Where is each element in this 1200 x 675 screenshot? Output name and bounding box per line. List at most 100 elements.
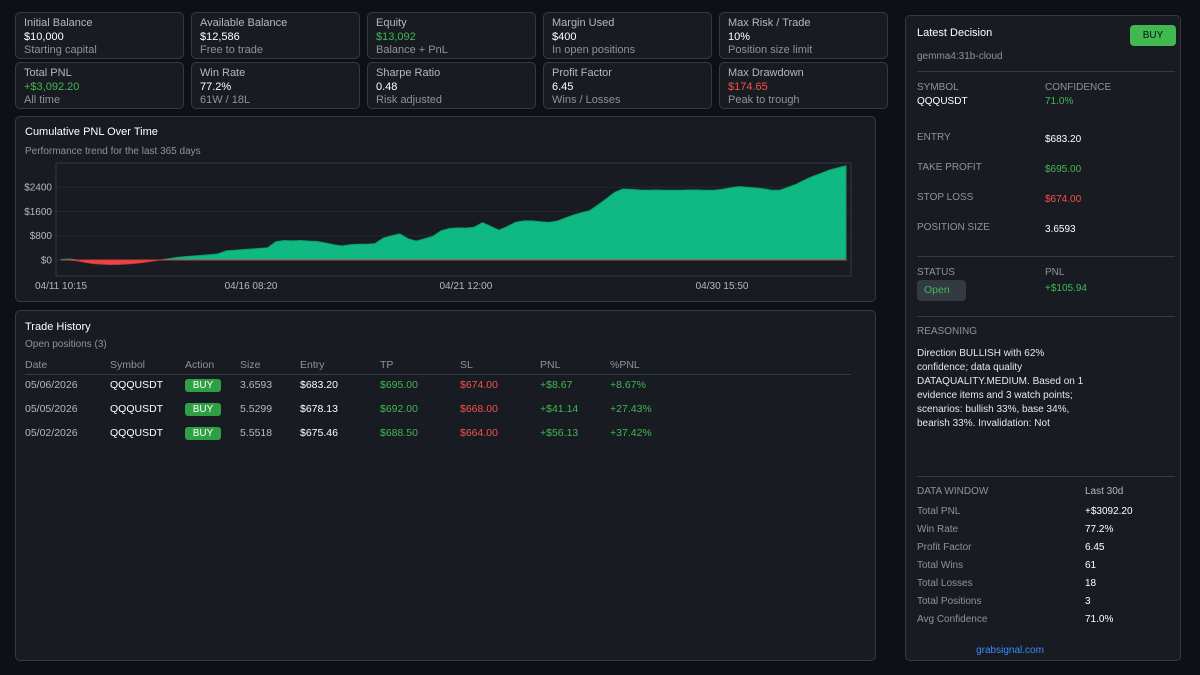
trade-symbol: QQQUSDT bbox=[110, 427, 164, 439]
y-tick-label: $0 bbox=[41, 255, 53, 266]
stat-card-available-balance: Available Balance $12,586 Free to trade bbox=[191, 12, 360, 59]
stop-loss-label: STOP LOSS bbox=[917, 192, 974, 203]
table-header: Date Symbol Action Size Entry TP SL PNL … bbox=[25, 357, 851, 375]
stat-value: $13,092 bbox=[376, 30, 416, 43]
entry-label: ENTRY bbox=[917, 132, 951, 143]
site-link[interactable]: grabsignal.com bbox=[976, 645, 1044, 656]
stat-value: 77.2% bbox=[200, 80, 232, 93]
window-stat-label: Total Wins bbox=[917, 560, 964, 571]
trade-pnl-pct: +37.42% bbox=[610, 427, 652, 439]
symbol-label: SYMBOL bbox=[917, 82, 959, 93]
trade-history-card: Trade History Open positions (3) Date Sy… bbox=[15, 310, 876, 661]
col-header[interactable]: SL bbox=[460, 359, 473, 371]
stat-card-total-pnl: Total PNL +$3,092.20 All time bbox=[15, 62, 184, 109]
trade-tp: $695.00 bbox=[380, 379, 418, 391]
stat-sub: Wins / Losses bbox=[552, 94, 621, 106]
plot-frame bbox=[55, 162, 852, 277]
stat-label: Equity bbox=[376, 17, 407, 29]
trade-table: Date Symbol Action Size Entry TP SL PNL … bbox=[25, 357, 851, 447]
trade-pnl-pct: +8.67% bbox=[610, 379, 646, 391]
pnl-area-positive bbox=[60, 165, 847, 261]
decision-action-badge: BUY bbox=[1130, 25, 1176, 46]
trade-sl: $664.00 bbox=[460, 427, 498, 439]
y-tick-label: $800 bbox=[30, 231, 53, 242]
pnl-area-negative bbox=[61, 259, 846, 265]
col-header[interactable]: Entry bbox=[300, 359, 325, 371]
chart-subtitle: Performance trend for the last 365 days bbox=[25, 146, 201, 157]
divider bbox=[917, 316, 1175, 317]
take-profit-label: TAKE PROFIT bbox=[917, 162, 982, 173]
col-header[interactable]: PNL bbox=[540, 359, 561, 371]
chart-title: Cumulative PNL Over Time bbox=[25, 126, 158, 138]
reasoning-label: REASONING bbox=[917, 326, 978, 337]
status-badge: Open bbox=[917, 280, 966, 301]
stat-card-equity: Equity $13,092 Balance + PnL bbox=[367, 12, 536, 59]
stat-sub: In open positions bbox=[552, 44, 636, 56]
stat-sub: Peak to trough bbox=[728, 94, 800, 106]
y-tick-label: $1600 bbox=[24, 207, 52, 218]
window-stat-label: Total PNL bbox=[917, 506, 961, 517]
trade-pnl: +$41.14 bbox=[540, 403, 579, 415]
stat-sub: Free to trade bbox=[200, 44, 263, 56]
stat-label: Total PNL bbox=[24, 67, 72, 79]
stat-label: Max Drawdown bbox=[728, 67, 804, 79]
trade-tp: $688.50 bbox=[380, 427, 418, 439]
window-stat-label: Avg Confidence bbox=[917, 614, 988, 625]
stop-loss-value: $674.00 bbox=[1045, 194, 1082, 205]
stat-card-profit-factor: Profit Factor 6.45 Wins / Losses bbox=[543, 62, 712, 109]
table-row[interactable]: 05/02/2026 QQQUSDT BUY 5.5518 $675.46 $6… bbox=[25, 423, 851, 447]
trade-entry: $683.20 bbox=[300, 379, 338, 391]
stat-card-max-risk: Max Risk / Trade 10% Position size limit bbox=[719, 12, 888, 59]
stat-card-max-drawdown: Max Drawdown $174.65 Peak to trough bbox=[719, 62, 888, 109]
col-header[interactable]: Date bbox=[25, 359, 48, 371]
position-size-label: POSITION SIZE bbox=[917, 222, 990, 233]
window-stat-label: Total Losses bbox=[917, 578, 973, 589]
table-row[interactable]: 05/05/2026 QQQUSDT BUY 5.5299 $678.13 $6… bbox=[25, 399, 851, 423]
stat-sub: All time bbox=[24, 94, 61, 106]
reasoning-text: Direction BULLISH with 62% confidence; d… bbox=[917, 348, 1084, 429]
stat-card-win-rate: Win Rate 77.2% 61W / 18L bbox=[191, 62, 360, 109]
stat-sub: Starting capital bbox=[24, 44, 97, 56]
trade-pnl: +$56.13 bbox=[540, 427, 579, 439]
trade-size: 3.6593 bbox=[240, 379, 273, 391]
stat-label: Max Risk / Trade bbox=[728, 17, 811, 29]
divider bbox=[917, 256, 1175, 257]
pnl-label: PNL bbox=[1045, 267, 1065, 278]
x-tick-label: 04/30 15:50 bbox=[696, 281, 749, 292]
status-label: STATUS bbox=[917, 267, 955, 278]
confidence-value: 71.0% bbox=[1045, 96, 1074, 107]
window-stat-value: +$3092.20 bbox=[1085, 506, 1133, 517]
pnl-chart-card: Cumulative PNL Over Time Performance tre… bbox=[15, 116, 876, 302]
stat-label: Win Rate bbox=[200, 67, 246, 79]
stat-value: $400 bbox=[552, 30, 577, 43]
stat-sub: Risk adjusted bbox=[376, 94, 443, 106]
col-header[interactable]: Action bbox=[185, 359, 215, 371]
stat-value: $10,000 bbox=[24, 30, 64, 43]
stat-value: $174.65 bbox=[728, 80, 768, 93]
col-header[interactable]: TP bbox=[380, 359, 394, 371]
window-stat-value: 6.45 bbox=[1085, 542, 1105, 553]
trade-date: 05/02/2026 bbox=[25, 427, 78, 439]
position-size-value: 3.6593 bbox=[1045, 224, 1076, 235]
divider bbox=[917, 476, 1175, 477]
symbol-value: QQQUSDT bbox=[917, 96, 968, 107]
trade-history-title: Trade History bbox=[25, 321, 91, 333]
stat-value: $12,586 bbox=[200, 30, 240, 43]
table-row[interactable]: 05/06/2026 QQQUSDT BUY 3.6593 $683.20 $6… bbox=[25, 375, 851, 399]
pnl-chart: $2400 $1600 $800 $0 04/11 10:15 04/16 08:20 04… bbox=[24, 162, 852, 292]
col-header[interactable]: Symbol bbox=[110, 359, 146, 371]
pnl-value: +$105.94 bbox=[1045, 283, 1087, 294]
col-header[interactable]: %PNL bbox=[610, 359, 640, 371]
latest-decision-panel: Latest Decision BUY gemma4:31b-cloud SYM… bbox=[905, 15, 1181, 661]
window-stat-value: 71.0% bbox=[1085, 614, 1114, 625]
decision-title: Latest Decision bbox=[917, 27, 993, 39]
trade-date: 05/06/2026 bbox=[25, 379, 78, 391]
col-header[interactable]: Size bbox=[240, 359, 261, 371]
window-stat-label: Win Rate bbox=[917, 524, 959, 535]
stat-card-initial-balance: Initial Balance $10,000 Starting capital bbox=[15, 12, 184, 59]
stat-card-sharpe-ratio: Sharpe Ratio 0.48 Risk adjusted bbox=[367, 62, 536, 109]
action-badge: BUY bbox=[185, 427, 221, 440]
trade-size: 5.5518 bbox=[240, 427, 273, 439]
x-tick-label: 04/21 12:00 bbox=[439, 281, 492, 292]
data-window-value: Last 30d bbox=[1085, 486, 1124, 497]
